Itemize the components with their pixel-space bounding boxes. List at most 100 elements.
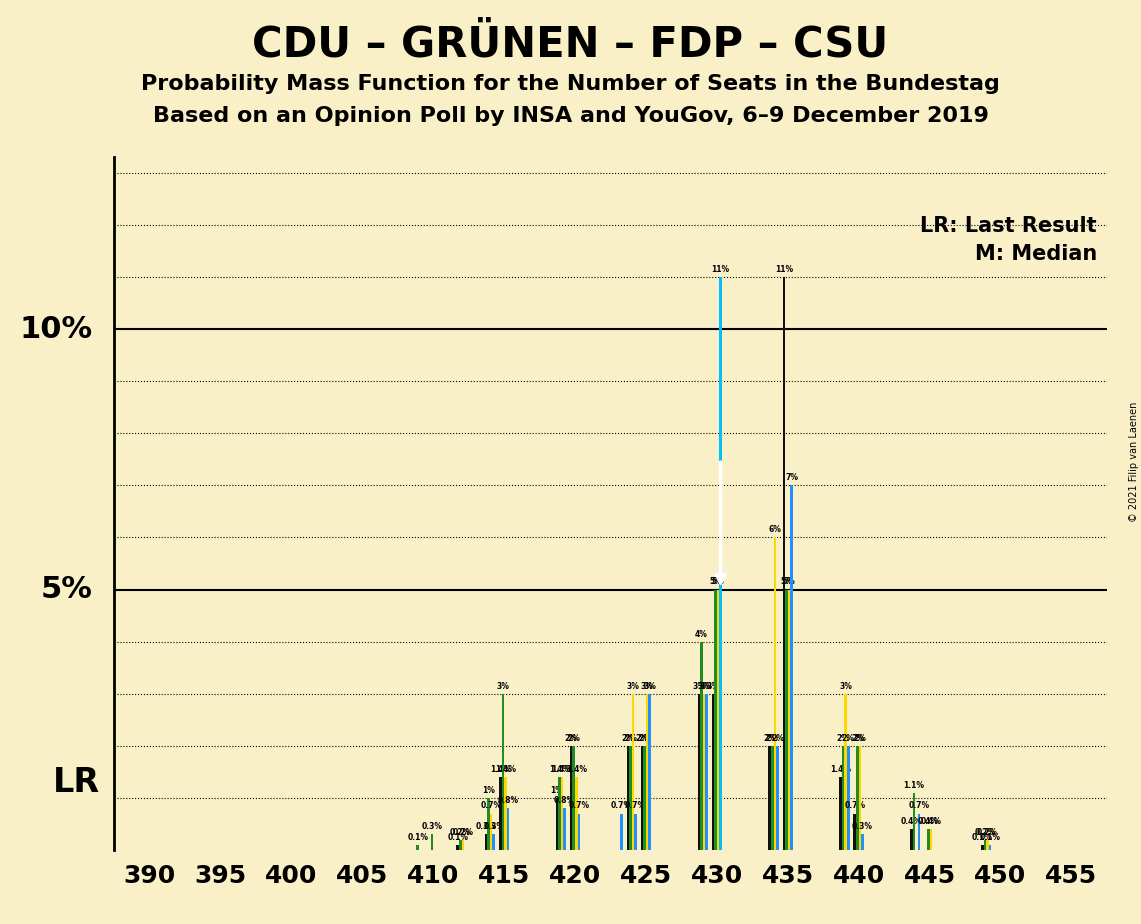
Bar	[911, 829, 913, 850]
Text: 2%: 2%	[638, 734, 652, 743]
Text: 1.4%: 1.4%	[551, 765, 573, 774]
Bar	[861, 834, 864, 850]
Bar	[644, 746, 646, 850]
Bar	[913, 793, 915, 850]
Text: 2%: 2%	[842, 734, 855, 743]
Bar	[632, 694, 634, 850]
Text: 1.4%: 1.4%	[489, 765, 511, 774]
Bar	[701, 641, 703, 850]
Bar	[771, 746, 774, 850]
Text: 6%: 6%	[768, 526, 782, 534]
Text: 2%: 2%	[624, 734, 637, 743]
Bar	[768, 746, 771, 850]
Text: 2%: 2%	[636, 734, 648, 743]
Text: © 2021 Filip van Laenen: © 2021 Filip van Laenen	[1128, 402, 1139, 522]
Text: 3%: 3%	[840, 682, 852, 690]
Text: 0.7%: 0.7%	[908, 801, 930, 810]
Text: 0.4%: 0.4%	[901, 817, 922, 826]
Text: 3%: 3%	[706, 682, 720, 690]
Text: M: Median: M: Median	[974, 244, 1097, 263]
Bar	[558, 777, 561, 850]
Bar	[776, 746, 778, 850]
Text: CDU – GRÜNEN – FDP – CSU: CDU – GRÜNEN – FDP – CSU	[252, 23, 889, 65]
Bar	[573, 746, 575, 850]
Text: 2%: 2%	[836, 734, 850, 743]
Text: 3%: 3%	[641, 682, 654, 690]
Text: 1.1%: 1.1%	[904, 781, 924, 790]
Text: Based on an Opinion Poll by INSA and YouGov, 6–9 December 2019: Based on an Opinion Poll by INSA and You…	[153, 106, 988, 127]
Text: 2%: 2%	[565, 734, 577, 743]
Bar	[456, 845, 459, 850]
Bar	[787, 590, 791, 850]
Text: 3%: 3%	[693, 682, 705, 690]
Text: 4%: 4%	[695, 629, 707, 638]
Text: 2%: 2%	[763, 734, 776, 743]
Text: 11%: 11%	[712, 265, 730, 274]
Text: 0.7%: 0.7%	[625, 801, 646, 810]
Bar	[858, 746, 861, 850]
Text: 0.2%: 0.2%	[974, 828, 995, 836]
Bar	[634, 814, 637, 850]
Bar	[502, 694, 504, 850]
Text: 0.3%: 0.3%	[852, 822, 873, 832]
Bar	[499, 777, 502, 850]
Bar	[926, 829, 930, 850]
Bar	[774, 538, 776, 850]
Bar	[917, 814, 921, 850]
Text: 10%: 10%	[19, 314, 92, 344]
Text: 2%: 2%	[853, 734, 866, 743]
Bar	[569, 746, 573, 850]
Bar	[719, 277, 722, 850]
Bar	[461, 840, 464, 850]
Text: 0.1%: 0.1%	[407, 833, 428, 842]
Text: 1.4%: 1.4%	[549, 765, 570, 774]
Bar	[430, 834, 434, 850]
Bar	[842, 746, 844, 850]
Bar	[507, 808, 509, 850]
Bar	[556, 798, 558, 850]
Text: 11%: 11%	[775, 265, 793, 274]
Bar	[493, 834, 495, 850]
Bar	[641, 746, 644, 850]
Text: 3%: 3%	[699, 682, 713, 690]
Text: 0.3%: 0.3%	[421, 822, 443, 832]
Text: 1.4%: 1.4%	[566, 765, 586, 774]
Text: 0.3%: 0.3%	[484, 822, 504, 832]
Text: 2%: 2%	[622, 734, 634, 743]
Text: 2%: 2%	[771, 734, 784, 743]
Bar	[705, 694, 707, 850]
Text: LR: LR	[52, 766, 100, 799]
Text: 5%: 5%	[712, 578, 725, 587]
Bar	[712, 694, 714, 850]
Bar	[703, 694, 705, 850]
Text: 0.8%: 0.8%	[497, 796, 518, 806]
Bar	[984, 840, 986, 850]
Bar	[981, 845, 984, 850]
Text: 0.4%: 0.4%	[921, 817, 941, 826]
Text: 2%: 2%	[851, 734, 864, 743]
Bar	[844, 694, 847, 850]
Text: 5%: 5%	[41, 575, 92, 604]
Bar	[785, 590, 787, 850]
Bar	[577, 814, 580, 850]
Bar	[626, 746, 629, 850]
Bar	[856, 746, 859, 850]
Bar	[930, 829, 932, 850]
Text: Probability Mass Function for the Number of Seats in the Bundestag: Probability Mass Function for the Number…	[141, 74, 1000, 94]
Bar	[416, 845, 419, 850]
Text: 0.3%: 0.3%	[476, 822, 496, 832]
Text: 3%: 3%	[626, 682, 639, 690]
Text: 0.2%: 0.2%	[450, 828, 471, 836]
Text: 0.1%: 0.1%	[972, 833, 993, 842]
Bar	[459, 840, 462, 850]
Bar	[783, 277, 785, 850]
Text: 1.4%: 1.4%	[831, 765, 851, 774]
Bar	[697, 694, 701, 850]
Bar	[791, 485, 793, 850]
Bar	[620, 814, 623, 850]
Text: 2%: 2%	[567, 734, 580, 743]
Bar	[575, 777, 577, 850]
Text: 1%: 1%	[483, 785, 495, 795]
Bar	[847, 746, 850, 850]
Text: 7%: 7%	[785, 473, 798, 482]
